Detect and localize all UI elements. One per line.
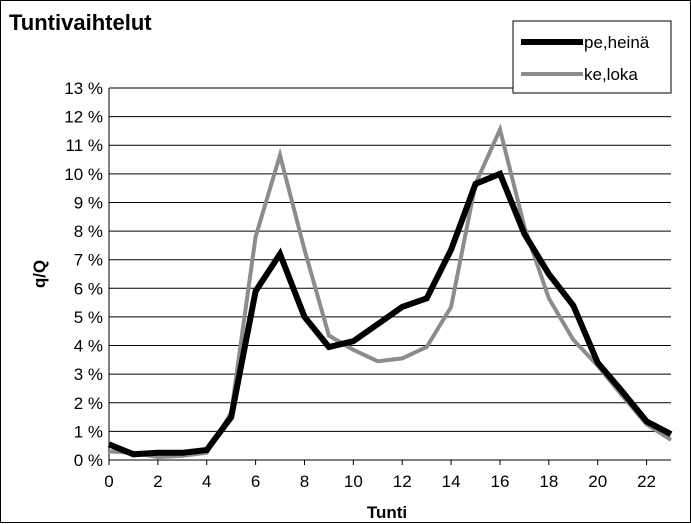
y-tick-label-1: 1 %	[74, 422, 103, 441]
gridlines	[109, 87, 671, 432]
x-tick-label-5: 10	[344, 472, 363, 491]
y-tick-label-5: 5 %	[74, 308, 103, 327]
y-tick-label-10: 10 %	[64, 165, 103, 184]
y-tick-label-6: 6 %	[74, 279, 103, 298]
series-lines	[107, 123, 673, 460]
series-line-1	[108, 123, 673, 460]
legend-label-ke-loka: ke,loka	[584, 65, 638, 84]
y-tick-label-3: 3 %	[74, 365, 103, 384]
x-tick-label-6: 12	[393, 472, 412, 491]
x-tick-labels: 0 2 4 6 8 10 12 14 16 18 20 22	[104, 472, 656, 491]
legend-box	[512, 20, 672, 94]
series-line-0	[107, 169, 673, 458]
x-axis-label: Tunti	[367, 503, 407, 522]
y-axis-label: q/Q	[30, 260, 49, 288]
x-tick-label-1: 2	[153, 472, 162, 491]
y-tick-label-4: 4 %	[74, 337, 103, 356]
y-tick-label-9: 9 %	[74, 193, 103, 212]
chart-title: Tuntivaihtelut	[9, 10, 152, 35]
x-tick-label-4: 8	[300, 472, 309, 491]
x-tick-label-11: 22	[637, 472, 656, 491]
legend: pe,heinä ke,loka	[512, 20, 672, 94]
axes	[108, 88, 671, 465]
y-tick-label-8: 8 %	[74, 222, 103, 241]
x-tick-label-0: 0	[104, 472, 113, 491]
y-tick-label-0: 0 %	[74, 451, 103, 470]
x-tick-label-7: 14	[442, 472, 461, 491]
legend-label-pe-heina: pe,heinä	[584, 33, 650, 52]
y-tick-label-2: 2 %	[74, 394, 103, 413]
y-tick-label-13: 13 %	[64, 79, 103, 98]
x-tick-label-3: 6	[251, 472, 260, 491]
y-tick-label-11: 11 %	[66, 136, 104, 155]
x-tick-label-8: 16	[490, 472, 509, 491]
y-tick-labels: 0 % 1 % 2 % 3 % 4 % 5 % 6 % 7 % 8 % 9 % 10 % 11 % 12…	[64, 79, 103, 470]
x-tick-label-2: 4	[202, 472, 211, 491]
y-tick-label-12: 12 %	[64, 108, 103, 127]
x-tick-label-9: 18	[539, 472, 558, 491]
x-tick-label-10: 20	[588, 472, 607, 491]
y-tick-label-7: 7 %	[74, 251, 103, 270]
